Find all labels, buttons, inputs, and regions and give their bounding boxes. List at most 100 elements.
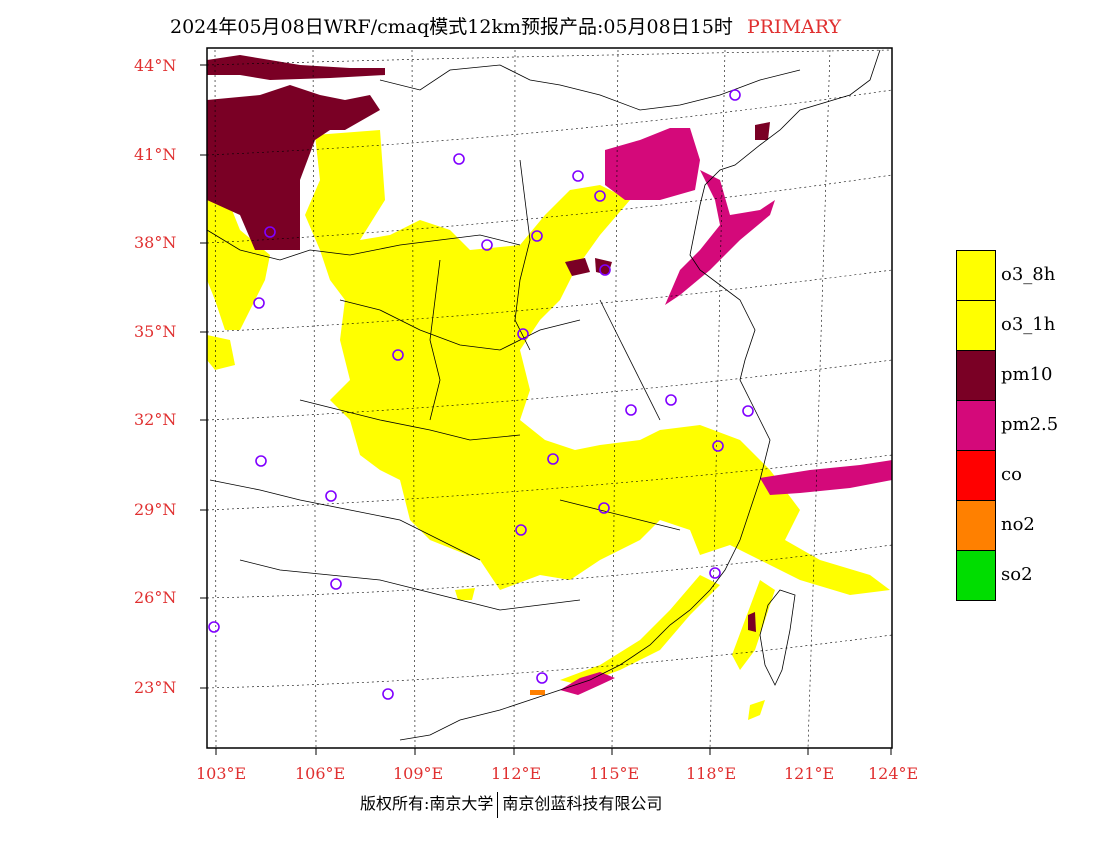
lon-line-106: [312, 49, 317, 748]
border-inner-mongolia: [379, 64, 801, 111]
province-7: [514, 159, 531, 351]
station-marker: [264, 226, 276, 238]
lat-line-41: [207, 89, 892, 156]
lat-label-44: 44°N: [134, 56, 177, 75]
lon-label-124: 124°E: [868, 764, 919, 783]
pm25-region-south-coast: [560, 672, 615, 695]
lat-label-38: 38°N: [134, 233, 177, 252]
pm25-region-east-sea: [760, 460, 892, 495]
station-marker: [382, 688, 394, 700]
pm25-region-bohai: [665, 170, 775, 305]
station-marker: [665, 394, 677, 406]
footer-divider: [497, 791, 499, 818]
pm10-region-northwest: [207, 85, 380, 250]
lon-label-118: 118°E: [686, 764, 737, 783]
lon-label-106: 106°E: [295, 764, 346, 783]
pm10-region-top: [207, 55, 385, 80]
no2-spot: [530, 690, 545, 695]
station-marker: [253, 297, 265, 309]
station-marker: [712, 440, 724, 452]
province-3: [299, 399, 521, 441]
station-marker: [515, 524, 527, 536]
station-markers: [208, 89, 754, 700]
map-frame: [206, 47, 893, 749]
o3-region-guangxi-small: [455, 588, 475, 600]
pm10-spot-hebei: [565, 258, 590, 276]
station-marker: [453, 153, 465, 165]
station-marker: [481, 239, 493, 251]
lon-label-121: 121°E: [784, 764, 835, 783]
province-2: [339, 299, 581, 351]
lon-line-109: [411, 49, 416, 748]
taiwan-outline: [759, 589, 796, 686]
lon-label-115: 115°E: [589, 764, 640, 783]
o3-region-southeast-coast: [560, 575, 720, 685]
boundaries: [207, 49, 881, 741]
lat-line-35: [207, 269, 892, 333]
lon-label-109: 109°E: [393, 764, 444, 783]
station-marker: [729, 89, 741, 101]
lon-line-115: [611, 49, 619, 748]
station-marker: [392, 349, 404, 361]
legend-swatch: [956, 250, 996, 301]
legend-swatch: [956, 450, 996, 501]
lon-label-112: 112°E: [491, 764, 542, 783]
legend-label: so2: [1001, 564, 1033, 585]
tick-marks: [200, 64, 892, 755]
station-marker: [547, 453, 559, 465]
station-marker: [598, 502, 610, 514]
province-5: [239, 559, 581, 611]
lon-line-118: [709, 49, 726, 748]
lat-label-23: 23°N: [134, 678, 177, 697]
station-marker: [599, 264, 611, 276]
station-marker: [208, 621, 220, 633]
legend-swatch: [956, 300, 996, 351]
copyright-footer: 版权所有:南京大学 南京创蓝科技有限公司: [360, 790, 662, 818]
station-marker: [330, 578, 342, 590]
lat-label-32: 32°N: [134, 410, 177, 429]
province-9: [599, 299, 661, 421]
o3-regions: [207, 130, 890, 720]
legend-label: pm10: [1001, 364, 1053, 385]
legend-swatch: [956, 350, 996, 401]
title-tag: PRIMARY: [746, 16, 842, 38]
station-marker: [572, 170, 584, 182]
station-marker: [742, 405, 754, 417]
lat-label-41: 41°N: [134, 145, 177, 164]
lon-line-121: [807, 49, 831, 748]
province-8: [429, 259, 441, 421]
graticule: [207, 49, 892, 748]
pm25-regions: [560, 128, 892, 695]
lon-label-103: 103°E: [196, 764, 247, 783]
title-main: 2024年05月08日WRF/cmaq模式12km预报产品:05月08日15时: [170, 16, 733, 38]
province-6: [559, 499, 681, 531]
lat-label-26: 26°N: [134, 588, 177, 607]
copyright-left: 版权所有:南京大学: [360, 794, 494, 813]
map-title: 2024年05月08日WRF/cmaq模式12km预报产品:05月08日15时 …: [170, 12, 841, 39]
legend-label: o3_8h: [1001, 264, 1056, 285]
lat-line-38: [207, 174, 892, 244]
station-marker: [536, 672, 548, 684]
lat-label-29: 29°N: [134, 500, 177, 519]
o3-region-sichuan-patch: [207, 335, 235, 370]
station-marker: [625, 404, 637, 416]
province-1: [207, 229, 521, 261]
o3-region-west-edge: [207, 200, 270, 330]
pm10-regions: [207, 55, 770, 632]
legend-swatch: [956, 550, 996, 601]
legend-label: no2: [1001, 514, 1035, 535]
station-marker: [325, 490, 337, 502]
legend-label: o3_1h: [1001, 314, 1056, 335]
legend-swatch: [956, 500, 996, 551]
coastline: [399, 49, 881, 741]
pm10-spot-north: [755, 122, 770, 140]
pm25-region-beijing: [605, 128, 700, 200]
station-marker: [594, 190, 606, 202]
legend-label: pm2.5: [1001, 414, 1059, 435]
copyright-right: 南京创蓝科技有限公司: [502, 794, 663, 813]
lat-label-35: 35°N: [134, 322, 177, 341]
legend-label: co: [1001, 464, 1022, 485]
province-4: [209, 479, 481, 561]
station-marker: [517, 328, 529, 340]
legend-swatch: [956, 400, 996, 451]
